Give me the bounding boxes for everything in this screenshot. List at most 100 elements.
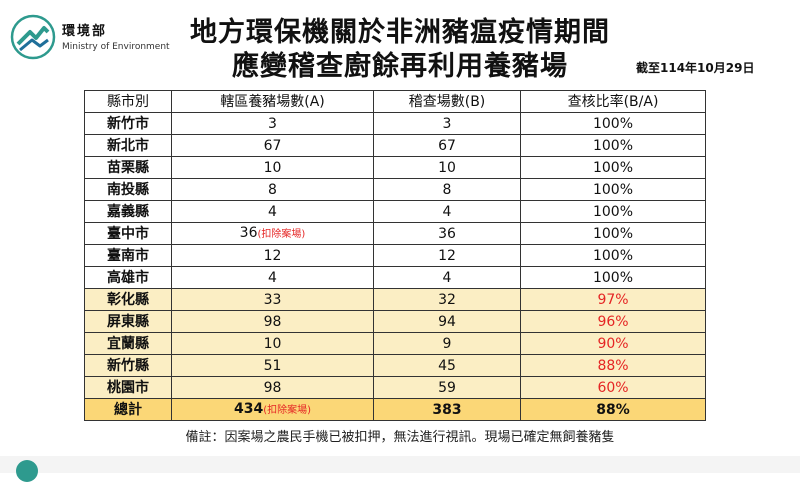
table-row: 苗栗縣 10 10 100% — [84, 156, 706, 179]
farm-count-cell: 10 — [171, 332, 374, 355]
county-cell: 屏東縣 — [84, 310, 172, 333]
table-row: 新北市 67 67 100% — [84, 134, 706, 157]
farm-count-cell: 98 — [171, 310, 374, 333]
farm-count-value: 10 — [263, 159, 282, 176]
inspection-ratio-cell: 100% — [520, 112, 706, 135]
next-slide-logo-icon — [16, 460, 38, 482]
county-cell: 高雄市 — [84, 266, 172, 289]
inspected-count-cell: 45 — [373, 354, 521, 377]
county-cell: 桃園市 — [84, 376, 172, 399]
column-header: 查核比率(B/A) — [520, 90, 706, 113]
farm-count-cell: 67 — [171, 134, 374, 157]
county-cell: 南投縣 — [84, 178, 172, 201]
county-cell: 嘉義縣 — [84, 200, 172, 223]
next-slide-strip — [0, 456, 800, 473]
inspection-ratio-cell: 100% — [520, 178, 706, 201]
inspection-ratio-cell: 96% — [520, 310, 706, 333]
inspected-count-cell: 36 — [373, 222, 521, 245]
farm-count-cell: 4 — [171, 266, 374, 289]
table-row: 高雄市 4 4 100% — [84, 266, 706, 289]
table-header-row: 縣市別 轄區養豬場數(A) 稽查場數(B) 查核比率(B/A) — [84, 90, 706, 113]
total-farm-count-cell: 434(扣除案場) — [171, 398, 374, 421]
farm-count-cell: 51 — [171, 354, 374, 377]
county-cell: 臺南市 — [84, 244, 172, 267]
inspection-ratio-cell: 100% — [520, 156, 706, 179]
total-farm-count-note: (扣除案場) — [263, 404, 312, 416]
table-row: 南投縣 8 8 100% — [84, 178, 706, 201]
inspection-ratio-cell: 90% — [520, 332, 706, 355]
farm-count-value: 67 — [263, 137, 282, 154]
total-label-cell: 總計 — [84, 398, 172, 421]
farm-count-value: 98 — [263, 313, 282, 330]
farm-count-cell: 98 — [171, 376, 374, 399]
inspected-count-cell: 32 — [373, 288, 521, 311]
inspection-ratio-cell: 100% — [520, 200, 706, 223]
remark-note: 備註：因案場之農民手機已被扣押，無法進行視訊。現場已確定無飼養豬隻 — [185, 430, 615, 445]
logo-english-name: Ministry of Environment — [62, 42, 170, 52]
county-cell: 彰化縣 — [84, 288, 172, 311]
inspection-ratio-cell: 88% — [520, 354, 706, 377]
county-cell: 新竹縣 — [84, 354, 172, 377]
inspected-count-cell: 9 — [373, 332, 521, 355]
farm-count-cell: 8 — [171, 178, 374, 201]
logo-chinese-name: 環境部 — [62, 24, 108, 39]
farm-count-value: 33 — [263, 291, 282, 308]
column-header: 轄區養豬場數(A) — [171, 90, 374, 113]
inspected-count-cell: 4 — [373, 266, 521, 289]
inspected-count-cell: 8 — [373, 178, 521, 201]
farm-count-value: 3 — [268, 115, 277, 132]
farm-count-value: 10 — [263, 335, 282, 352]
farm-count-value: 8 — [268, 181, 277, 198]
total-farm-count-value: 434 — [233, 400, 264, 417]
farm-count-cell: 33 — [171, 288, 374, 311]
ministry-logo-icon — [10, 14, 56, 60]
inspected-count-cell: 59 — [373, 376, 521, 399]
county-cell: 宜蘭縣 — [84, 332, 172, 355]
farm-count-cell: 36(扣除案場) — [171, 222, 374, 245]
farm-count-cell: 12 — [171, 244, 374, 267]
inspected-count-cell: 4 — [373, 200, 521, 223]
inspected-count-cell: 12 — [373, 244, 521, 267]
county-cell: 臺中市 — [84, 222, 172, 245]
table-row: 嘉義縣 4 4 100% — [84, 200, 706, 223]
farm-count-cell: 3 — [171, 112, 374, 135]
county-cell: 新北市 — [84, 134, 172, 157]
inspection-ratio-cell: 100% — [520, 244, 706, 267]
inspected-count-cell: 10 — [373, 156, 521, 179]
farm-count-value: 36 — [239, 224, 258, 241]
farm-count-value: 4 — [268, 269, 277, 286]
farm-count-cell: 10 — [171, 156, 374, 179]
farm-count-note: (扣除案場) — [257, 228, 306, 240]
column-header: 稽查場數(B) — [373, 90, 521, 113]
table-row: 臺中市 36(扣除案場) 36 100% — [84, 222, 706, 245]
county-cell: 新竹市 — [84, 112, 172, 135]
inspection-ratio-cell: 100% — [520, 134, 706, 157]
inspection-ratio-cell: 100% — [520, 222, 706, 245]
ministry-logo: 環境部 Ministry of Environment — [10, 14, 175, 64]
column-header: 縣市別 — [84, 90, 172, 113]
table-row: 桃園市 98 59 60% — [84, 376, 706, 399]
table-row: 臺南市 12 12 100% — [84, 244, 706, 267]
table-row: 宜蘭縣 10 9 90% — [84, 332, 706, 355]
inspection-table: 縣市別 轄區養豬場數(A) 稽查場數(B) 查核比率(B/A) 新竹市 3 3 100… — [84, 90, 706, 421]
inspection-ratio-cell: 60% — [520, 376, 706, 399]
farm-count-value: 12 — [263, 247, 282, 264]
farm-count-value: 4 — [268, 203, 277, 220]
inspected-count-cell: 94 — [373, 310, 521, 333]
farm-count-cell: 4 — [171, 200, 374, 223]
page-title-line1: 地方環保機關於非洲豬瘟疫情期間 — [190, 17, 610, 48]
table-row: 新竹縣 51 45 88% — [84, 354, 706, 377]
total-inspected-cell: 383 — [373, 398, 521, 421]
inspected-count-cell: 67 — [373, 134, 521, 157]
table-row: 彰化縣 33 32 97% — [84, 288, 706, 311]
as-of-date: 截至114年10月29日 — [636, 61, 755, 75]
farm-count-value: 98 — [263, 379, 282, 396]
inspection-ratio-cell: 97% — [520, 288, 706, 311]
inspected-count-cell: 3 — [373, 112, 521, 135]
table-row: 屏東縣 98 94 96% — [84, 310, 706, 333]
total-row: 總計 434(扣除案場) 383 88% — [84, 398, 706, 421]
table-row: 新竹市 3 3 100% — [84, 112, 706, 135]
inspection-ratio-cell: 100% — [520, 266, 706, 289]
farm-count-value: 51 — [263, 357, 282, 374]
page-title-line2: 應變稽查廚餘再利用養豬場 — [232, 51, 568, 82]
